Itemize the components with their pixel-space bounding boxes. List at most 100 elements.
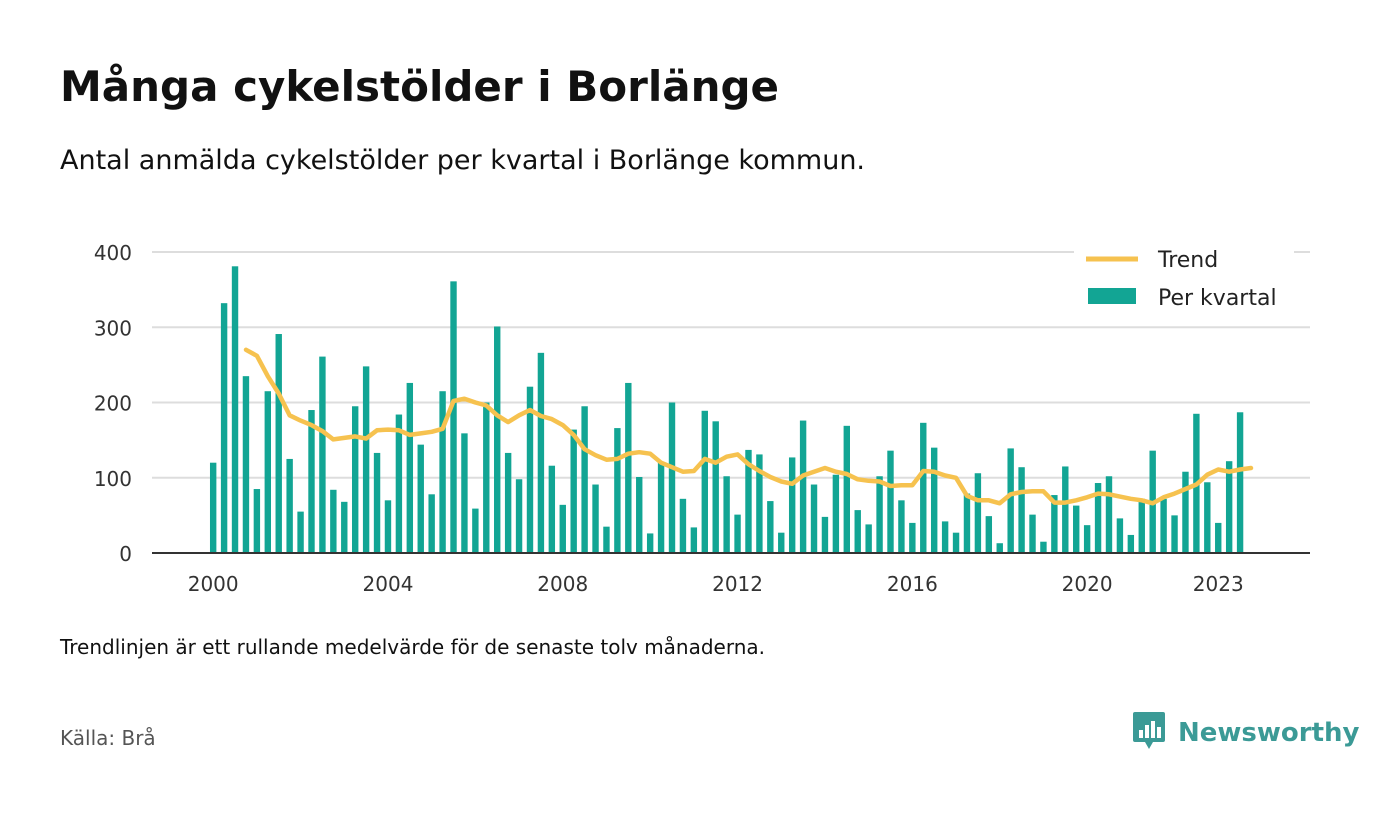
bar xyxy=(625,382,632,553)
bar xyxy=(559,504,566,553)
x-tick-label: 2004 xyxy=(363,572,414,596)
page-title: Många cykelstölder i Borlänge xyxy=(60,62,780,111)
bar xyxy=(406,382,414,553)
bar xyxy=(1062,466,1069,553)
bar xyxy=(701,410,708,553)
bar xyxy=(526,386,534,553)
footnote: Trendlinjen är ett rullande medelvärde f… xyxy=(60,635,766,659)
legend-label-trend: Trend xyxy=(1157,248,1218,273)
y-tick-label: 100 xyxy=(94,467,132,491)
bar xyxy=(504,452,512,553)
x-tick-label: 2023 xyxy=(1193,572,1244,596)
bar xyxy=(395,414,403,553)
legend-swatch-per-kvartal xyxy=(1088,288,1136,304)
bar xyxy=(286,458,293,553)
bar xyxy=(308,410,315,553)
bar xyxy=(570,429,577,553)
bar xyxy=(930,447,938,553)
bar xyxy=(439,391,446,553)
bar xyxy=(319,356,326,553)
bar xyxy=(592,484,599,553)
bar xyxy=(974,473,982,553)
x-tick-label: 2012 xyxy=(712,572,763,596)
x-tick-label: 2016 xyxy=(887,572,938,596)
trend-line xyxy=(243,347,1254,506)
bar xyxy=(1127,534,1135,553)
bar xyxy=(1204,482,1211,553)
bar xyxy=(810,484,818,553)
bar xyxy=(603,526,610,553)
bar xyxy=(832,474,840,553)
bar xyxy=(1029,514,1036,553)
bar xyxy=(723,476,730,553)
x-tick-label: 2020 xyxy=(1062,572,1113,596)
bar xyxy=(1094,483,1102,553)
bar xyxy=(778,532,785,553)
axes: 0 100 200 300 400 2000 2004 2008 2012 2016 2020 202… xyxy=(94,241,1310,596)
bar xyxy=(614,428,621,553)
bar xyxy=(1073,505,1080,553)
bar xyxy=(909,522,916,553)
bar xyxy=(1007,448,1014,553)
bar xyxy=(515,479,523,553)
bar xyxy=(209,462,217,553)
bar xyxy=(920,422,927,553)
bar xyxy=(362,366,370,553)
y-tick-label: 400 xyxy=(94,241,132,265)
bar xyxy=(351,406,359,553)
bar xyxy=(417,444,424,553)
bar xyxy=(1018,467,1025,553)
bar xyxy=(1116,518,1124,553)
bar xyxy=(330,489,337,553)
bar xyxy=(581,406,588,553)
bar xyxy=(231,266,239,553)
bar xyxy=(220,303,228,553)
y-tick-label: 0 xyxy=(119,542,132,566)
y-tick-label: 300 xyxy=(94,316,132,340)
bar xyxy=(876,476,883,553)
logo-text: Newsworthy xyxy=(1178,718,1360,748)
bar xyxy=(537,352,545,553)
bar xyxy=(745,449,752,553)
bar-line-chart: 0 100 200 300 400 2000 2004 2008 2012 2016 2020 202… xyxy=(93,238,1310,596)
newsworthy-logo: Newsworthy xyxy=(1132,711,1359,755)
bar xyxy=(843,425,850,553)
bar xyxy=(1225,461,1233,553)
bar xyxy=(1160,498,1167,553)
bar xyxy=(548,465,556,553)
bar xyxy=(472,508,479,553)
bar xyxy=(657,462,665,553)
bar xyxy=(985,516,993,553)
source-label: Källa: Brå xyxy=(60,726,156,750)
bar xyxy=(712,421,719,553)
bar xyxy=(767,501,774,553)
bar xyxy=(1105,476,1113,553)
bar xyxy=(461,433,468,553)
page-subtitle: Antal anmälda cykelstölder per kvartal i… xyxy=(60,145,866,176)
bar xyxy=(264,391,271,553)
bar xyxy=(1083,525,1091,553)
legend-background xyxy=(1074,238,1294,322)
bar xyxy=(996,543,1003,553)
bar xyxy=(963,493,971,553)
x-tick-label: 2000 xyxy=(188,572,239,596)
bar xyxy=(1236,412,1244,553)
bar xyxy=(668,402,676,553)
bar xyxy=(941,521,949,553)
bar xyxy=(1138,498,1145,553)
bar xyxy=(494,326,501,553)
legend: Trend Per kvartal xyxy=(1074,238,1294,322)
bar xyxy=(275,334,282,553)
bar xyxy=(253,489,261,553)
bar xyxy=(1215,522,1222,553)
x-tick-label: 2008 xyxy=(537,572,588,596)
bar xyxy=(341,501,348,553)
bar xyxy=(450,281,457,553)
bar xyxy=(799,420,807,553)
bar xyxy=(636,476,643,553)
newsworthy-bar-chart-icon xyxy=(1132,711,1166,755)
bar xyxy=(384,500,392,553)
legend-label-per-kvartal: Per kvartal xyxy=(1158,286,1277,311)
bar xyxy=(483,402,490,553)
bar xyxy=(1182,471,1189,553)
